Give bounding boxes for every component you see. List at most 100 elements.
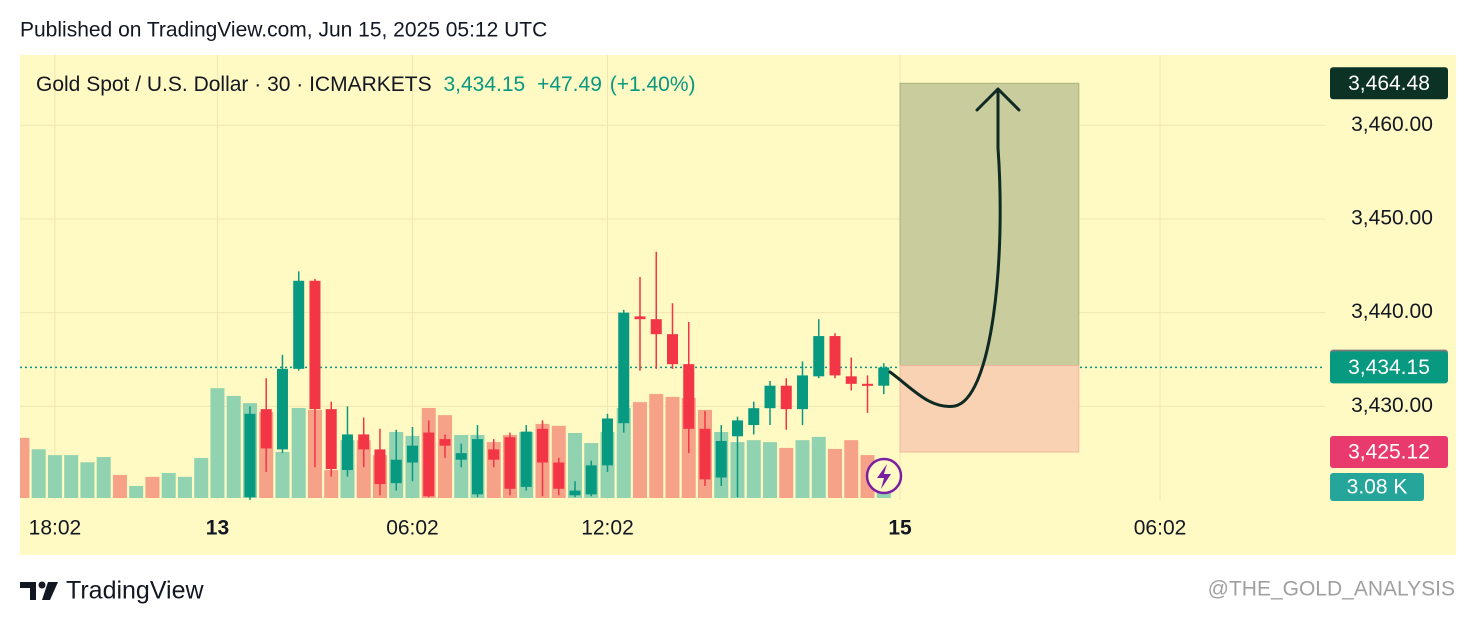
published-line: Published on TradingView.com, Jun 15, 20… [20, 19, 547, 42]
volume-bar [795, 440, 810, 498]
price-label-box [1330, 436, 1448, 469]
candle-body [764, 385, 776, 409]
candle-body [504, 437, 516, 489]
loss-zone [899, 365, 1080, 453]
volume-bar [291, 407, 306, 498]
candle-body [618, 312, 630, 424]
volume-bar [96, 457, 111, 498]
price-label-box [1330, 351, 1448, 384]
volume-bar [779, 447, 794, 498]
candle-body [423, 432, 435, 497]
price-label: 3.08 K [1347, 476, 1408, 499]
price-label-box [1330, 473, 1424, 501]
candle-body [374, 449, 386, 485]
candle-body [650, 319, 662, 335]
candle-body [244, 413, 256, 498]
symbol: Gold Spot / U.S. Dollar · 30 · ICMARKETS [36, 73, 432, 96]
candle-body [260, 409, 272, 449]
volume-bar [226, 395, 241, 498]
candle-body [488, 449, 500, 460]
candle-body [341, 434, 353, 471]
axes: 3,430.00 3,440.00 3,450.00 3,460.00 18:02 13 0… [29, 67, 1448, 540]
y-tick-label: 3,450.00 [1351, 206, 1433, 229]
candle-body [683, 364, 695, 429]
candle-body [878, 367, 890, 386]
candle-body [471, 439, 483, 495]
header: Gold Spot / U.S. Dollar · 30 · ICMARKETS… [36, 73, 696, 96]
brand-name: TradingView [66, 577, 205, 605]
volume-bar [129, 485, 144, 498]
header-change-pct: (+1.40%) [610, 73, 696, 96]
y-tick-label: 3,440.00 [1351, 300, 1433, 323]
logo-part [20, 582, 36, 600]
x-tick-label: 06:02 [1134, 517, 1187, 540]
volume-bar [632, 402, 647, 498]
x-tick-label: 18:02 [29, 517, 82, 540]
drawn-arrow [888, 88, 1002, 408]
candle-body [845, 376, 857, 384]
candle-body [601, 418, 613, 466]
candle-body [699, 428, 711, 480]
volume-bar [194, 458, 209, 498]
candle-body [536, 428, 548, 463]
candle-body [862, 383, 874, 386]
event-bolt [877, 464, 891, 489]
candle-body [406, 445, 418, 463]
logo-part [38, 581, 46, 589]
price-label: 3,425.12 [1348, 441, 1430, 464]
volume-bar [649, 394, 664, 498]
price-label-box [1330, 67, 1448, 100]
candle-body [358, 434, 370, 450]
volume-bar [811, 436, 826, 498]
event-icon [865, 457, 903, 495]
volume-bar [828, 448, 843, 498]
price-label: 3,464.48 [1348, 72, 1430, 95]
candle-body [390, 459, 402, 484]
volume-bar [177, 476, 192, 498]
candle-body [829, 336, 841, 376]
candle-body [813, 336, 825, 377]
volume-bar [746, 440, 761, 498]
volume-bar [161, 472, 176, 498]
x-tick-label: 13 [206, 517, 229, 540]
volume-bar [665, 396, 680, 498]
candle-body [732, 420, 744, 437]
candle-body [276, 368, 288, 450]
price-label: 3,434.15 [1348, 356, 1430, 379]
x-tick-label: 15 [888, 517, 912, 540]
volume-bar [80, 462, 95, 498]
volume-bar [145, 476, 160, 498]
candle-body [325, 409, 337, 470]
candle-body [780, 385, 792, 410]
y-tick-label: 3,460.00 [1351, 113, 1433, 136]
arrow-head [975, 87, 1021, 112]
volume-bar [64, 455, 79, 498]
position-tool [899, 82, 1080, 453]
header-change: +47.49 [537, 73, 602, 96]
volume-bar [20, 437, 30, 498]
candle-body [585, 465, 597, 495]
volume-bar [47, 455, 62, 498]
volume-bar [763, 442, 778, 498]
candle-body [553, 462, 565, 489]
volume-bar [112, 474, 127, 498]
candle-body [293, 280, 305, 369]
volume-bar [324, 470, 339, 498]
volume-bar [567, 433, 582, 498]
logo-part [42, 582, 58, 600]
volume-bar [356, 440, 371, 498]
header-price: 3,434.15 [443, 73, 525, 96]
candle-body [439, 439, 451, 446]
watermark: @THE_GOLD_ANALYSIS [1208, 578, 1455, 601]
brand-logo [20, 581, 58, 600]
volume-bar [616, 407, 631, 498]
candle-body [455, 453, 467, 460]
candle-body [569, 490, 581, 496]
candle-body [667, 334, 678, 365]
candle-body [634, 316, 646, 320]
volume-bar [275, 451, 290, 498]
volume-bar [210, 388, 225, 498]
y-tick-label: 3,430.00 [1351, 394, 1433, 417]
